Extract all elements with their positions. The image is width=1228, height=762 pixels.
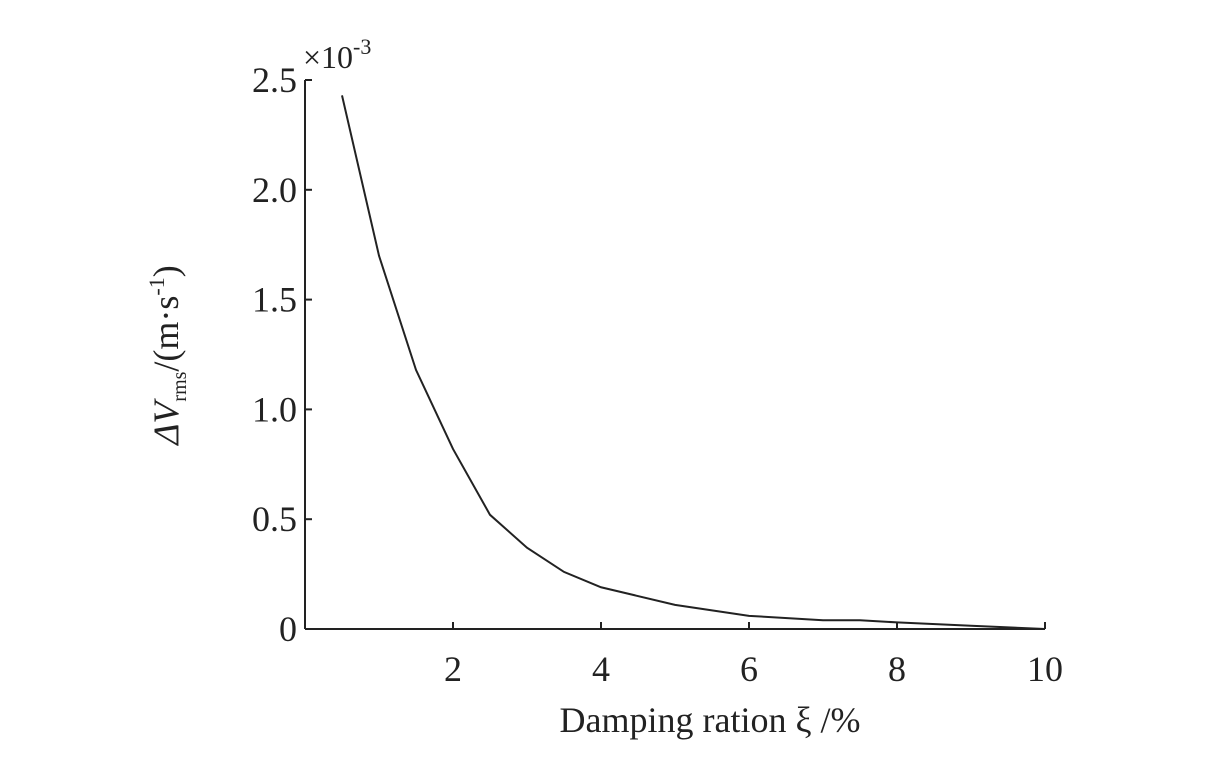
multiplier-base: ×10 xyxy=(303,39,353,75)
x-tick-label: 4 xyxy=(592,649,610,689)
y-label-unit: /(m·s xyxy=(146,296,186,372)
x-tick-label: 6 xyxy=(740,649,758,689)
y-tick-label: 0.5 xyxy=(252,499,297,539)
y-label-symbol: ΔV xyxy=(146,398,186,447)
x-tick-label: 2 xyxy=(444,649,462,689)
multiplier-exponent: -3 xyxy=(353,34,371,59)
y-axis-label: ΔVrms/(m·s-1) xyxy=(144,265,191,446)
y-tick-label: 1.0 xyxy=(252,389,297,429)
y-tick-label: 2.0 xyxy=(252,170,297,210)
y-tick-label: 0 xyxy=(279,609,297,649)
y-label-subscript: rms xyxy=(169,371,191,401)
y-label-unit-exponent: -1 xyxy=(144,277,169,295)
x-axis-label: Damping ration ξ /% xyxy=(560,700,861,740)
line-series xyxy=(341,95,1046,630)
y-tick-label: 1.5 xyxy=(252,280,297,320)
y-multiplier: ×10-3 xyxy=(303,34,371,75)
x-tick-label: 10 xyxy=(1027,649,1063,689)
y-label-unit-close: ) xyxy=(146,265,186,277)
y-tick-label: 2.5 xyxy=(252,60,297,100)
x-tick-label: 8 xyxy=(888,649,906,689)
